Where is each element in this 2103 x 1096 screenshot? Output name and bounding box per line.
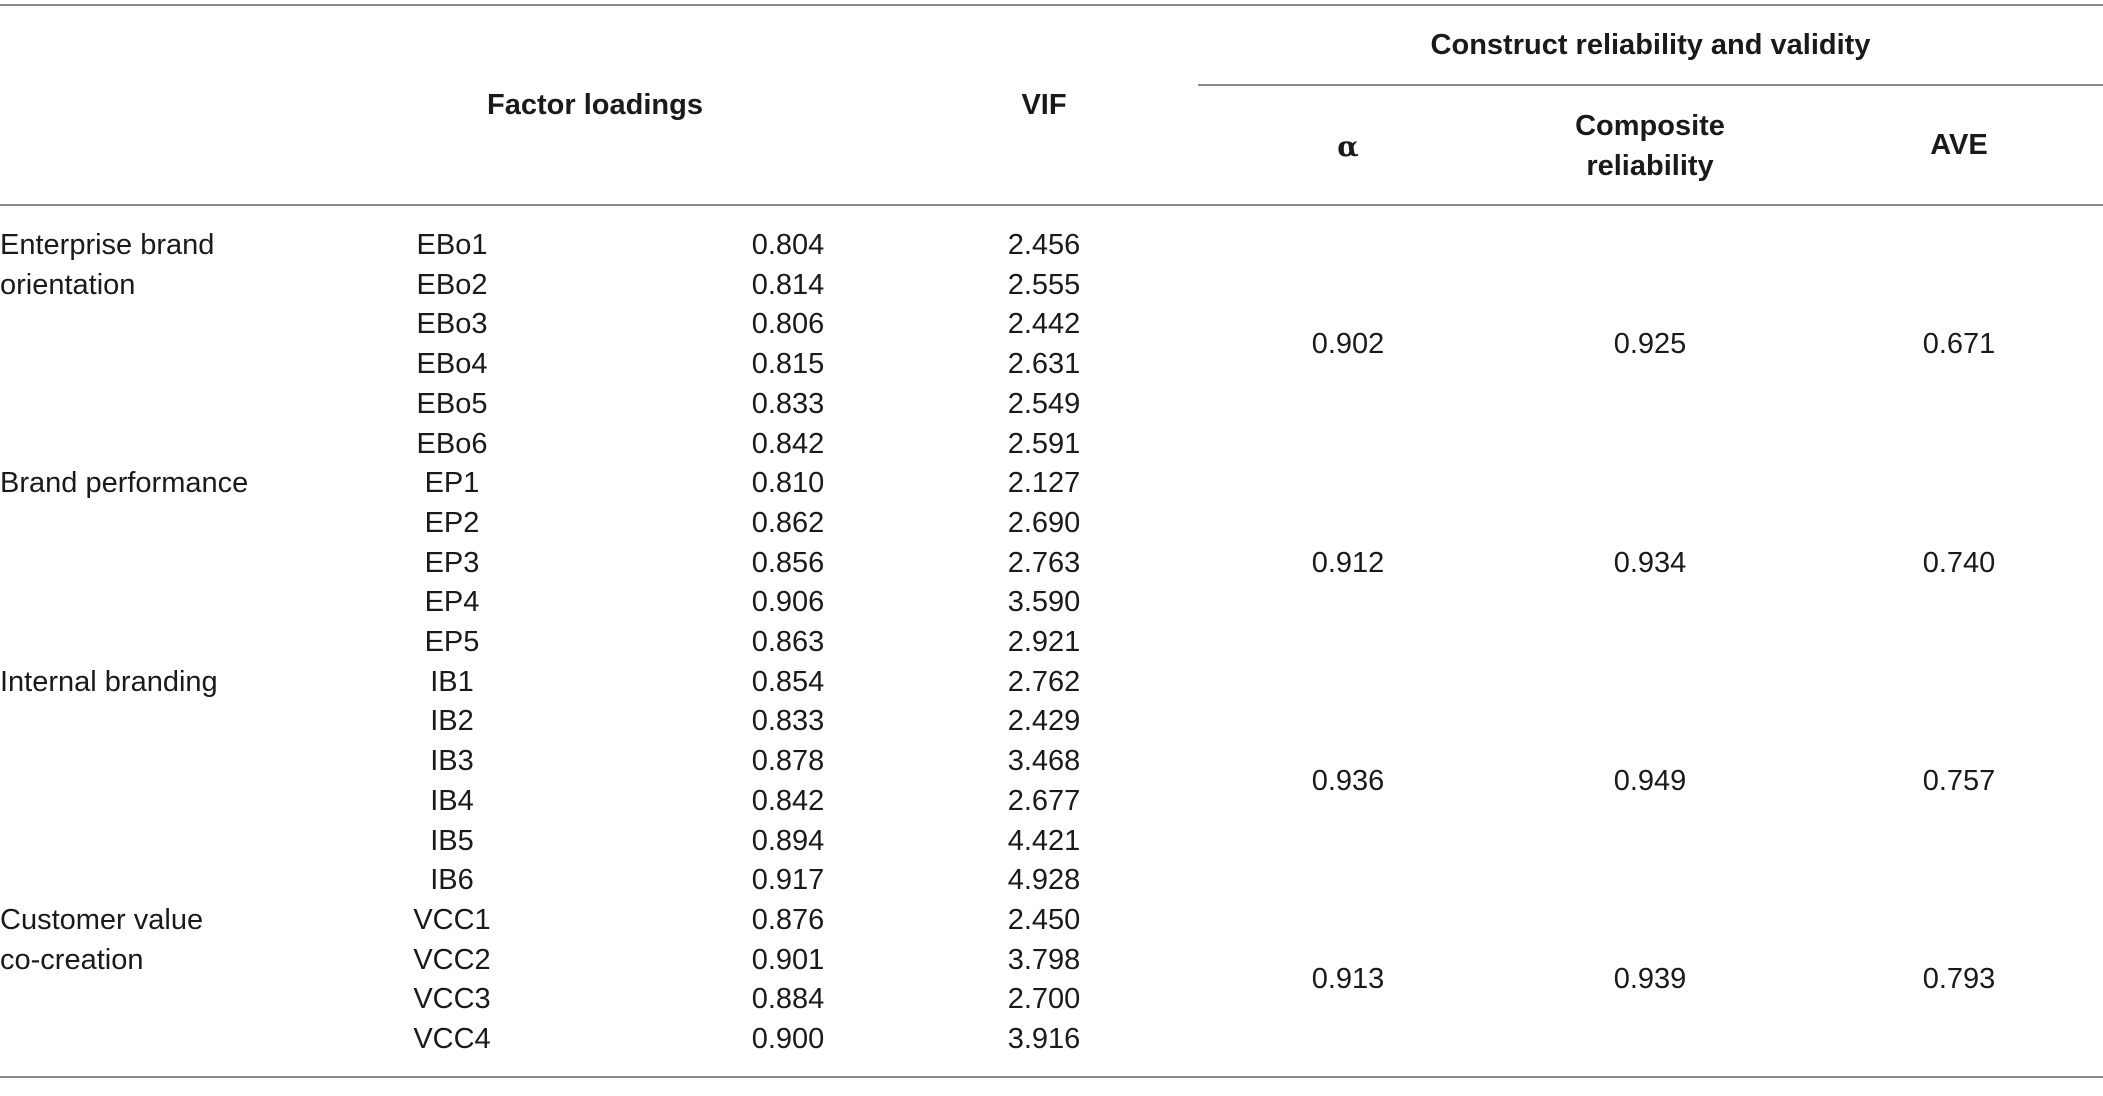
header-vif: VIF — [1021, 89, 1067, 121]
vif-value: 2.456 — [1007, 229, 1081, 261]
factor-loading-value: 0.901 — [751, 943, 825, 976]
factor-loading-value: 0.842 — [751, 784, 825, 817]
header-composite-line2: reliability — [1586, 150, 1714, 182]
factor-loading-value: 0.894 — [751, 824, 825, 857]
item-code: IB3 — [430, 745, 474, 778]
header-factor-loadings: Factor loadings — [487, 89, 703, 121]
vif-value: 2.690 — [1007, 506, 1081, 539]
item-code: EP1 — [424, 467, 480, 500]
vif-value: 3.468 — [1007, 745, 1081, 778]
composite-reliability-value: 0.939 — [1613, 963, 1687, 996]
factor-loading-value: 0.814 — [751, 268, 825, 301]
factor-loading-value: 0.906 — [751, 586, 825, 619]
vif-value: 3.590 — [1007, 586, 1081, 619]
vif-value: 2.591 — [1007, 427, 1081, 460]
item-code: EP5 — [424, 626, 480, 658]
alpha-value: 0.912 — [1311, 546, 1385, 579]
item-code: IB1 — [430, 665, 474, 698]
construct-name: Internal branding — [0, 665, 218, 698]
vif-value: 3.798 — [1007, 943, 1081, 976]
construct-name-line2: orientation — [0, 268, 136, 301]
item-code: EBo4 — [416, 348, 488, 381]
factor-loading-value: 0.884 — [751, 983, 825, 1016]
header-bottom-rule — [0, 204, 2103, 206]
item-code: EBo6 — [416, 427, 488, 460]
factor-loading-value: 0.878 — [751, 745, 825, 778]
vif-value: 2.549 — [1007, 387, 1081, 420]
factor-loading-value: 0.833 — [751, 387, 825, 420]
factor-loading-value: 0.854 — [751, 665, 825, 698]
item-code: IB5 — [430, 824, 474, 857]
ave-value: 0.671 — [1922, 328, 1996, 361]
composite-reliability-value: 0.949 — [1613, 764, 1687, 797]
item-code: EBo3 — [416, 308, 488, 341]
item-code: EP2 — [424, 506, 480, 539]
construct-name: Enterprise brand — [0, 229, 215, 261]
vif-value: 2.677 — [1007, 784, 1081, 817]
header-composite-reliability: Composite reliability — [1500, 106, 1800, 186]
construct-name: Customer value — [0, 903, 204, 936]
header-alpha: α — [1337, 130, 1359, 163]
vif-value: 2.429 — [1007, 705, 1081, 738]
composite-reliability-value: 0.934 — [1613, 546, 1687, 579]
vif-value: 2.450 — [1007, 903, 1081, 936]
vif-value: 2.763 — [1007, 546, 1081, 579]
factor-loading-value: 0.833 — [751, 705, 825, 738]
construct-name: Brand performance — [0, 467, 249, 500]
item-code: EBo2 — [416, 268, 488, 301]
header-ave: AVE — [1930, 129, 1988, 161]
factor-loading-value: 0.804 — [751, 229, 825, 261]
factor-loading-value: 0.806 — [751, 308, 825, 341]
vif-value: 4.421 — [1007, 824, 1081, 857]
ave-value: 0.740 — [1922, 546, 1996, 579]
alpha-value: 0.902 — [1311, 328, 1385, 361]
factor-loading-value: 0.876 — [751, 903, 825, 936]
header-composite-line1: Composite — [1575, 110, 1725, 142]
table-bottom-rule — [0, 1076, 2103, 1078]
vif-value: 2.442 — [1007, 308, 1081, 341]
factor-loading-value: 0.917 — [751, 864, 825, 897]
item-code: EBo1 — [416, 229, 488, 261]
construct-group-rule — [1198, 84, 2103, 86]
item-code: IB4 — [430, 784, 474, 817]
vif-value: 3.916 — [1007, 1023, 1081, 1055]
vif-value: 2.127 — [1007, 467, 1081, 500]
composite-reliability-value: 0.925 — [1613, 328, 1687, 361]
alpha-value: 0.913 — [1311, 963, 1385, 996]
factor-loading-value: 0.862 — [751, 506, 825, 539]
item-code: EP3 — [424, 546, 480, 579]
vif-value: 2.700 — [1007, 983, 1081, 1016]
factor-loading-value: 0.815 — [751, 348, 825, 381]
vif-value: 2.555 — [1007, 268, 1081, 301]
header-construct-group: Construct reliability and validity — [1430, 29, 1871, 61]
factor-loading-value: 0.842 — [751, 427, 825, 460]
vif-value: 2.762 — [1007, 665, 1081, 698]
item-code: EBo5 — [416, 387, 488, 420]
construct-name-line2: co-creation — [0, 943, 144, 976]
vif-value: 2.631 — [1007, 348, 1081, 381]
vif-value: 4.928 — [1007, 864, 1081, 897]
vif-value: 2.921 — [1007, 626, 1081, 658]
item-code: IB2 — [430, 705, 474, 738]
ave-value: 0.757 — [1922, 764, 1996, 797]
factor-loading-value: 0.863 — [751, 626, 825, 658]
item-code: VCC4 — [413, 1023, 491, 1055]
alpha-value: 0.936 — [1311, 764, 1385, 797]
item-code: VCC1 — [413, 903, 491, 936]
factor-loading-value: 0.900 — [751, 1023, 825, 1055]
item-code: EP4 — [424, 586, 480, 619]
factor-loading-value: 0.856 — [751, 546, 825, 579]
table-top-rule — [0, 4, 2103, 6]
item-code: VCC3 — [413, 983, 491, 1016]
ave-value: 0.793 — [1922, 963, 1996, 996]
item-code: VCC2 — [413, 943, 491, 976]
factor-loading-value: 0.810 — [751, 467, 825, 500]
item-code: IB6 — [430, 864, 474, 897]
